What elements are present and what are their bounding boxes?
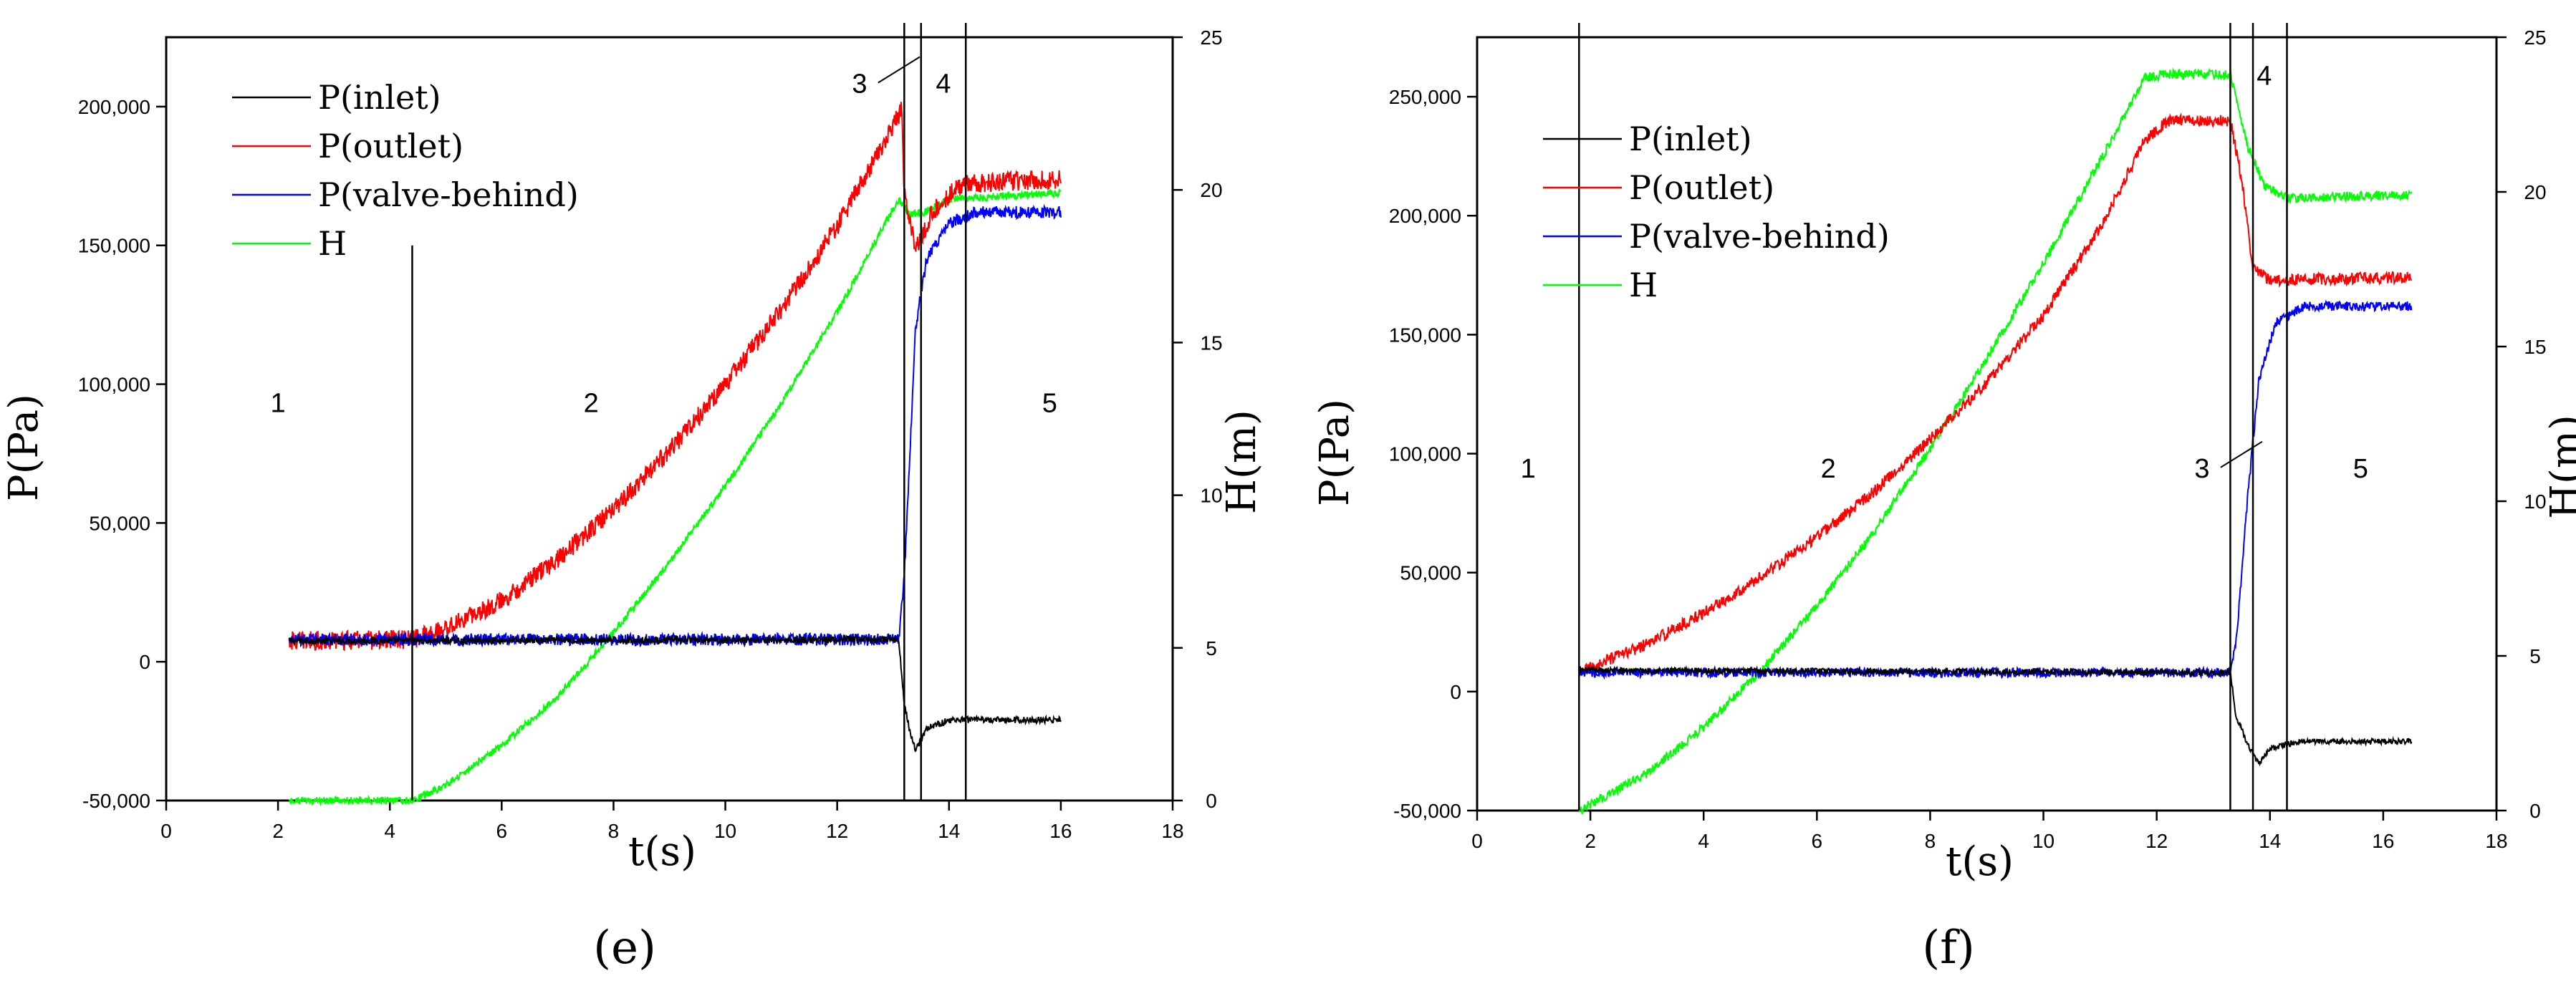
y2-tick-label: 10 xyxy=(2524,490,2546,513)
series-p-inlet xyxy=(1578,664,2413,767)
x-tick-label: 2 xyxy=(1585,830,1596,852)
x-tick-label: 18 xyxy=(1161,820,1183,842)
series-p-outlet xyxy=(288,102,1062,652)
y2-axis-label: H(m) xyxy=(1219,410,1265,514)
legend-label: P(valve-behind) xyxy=(318,175,579,214)
series-p-valve-behind xyxy=(1578,299,2413,680)
plot-frame xyxy=(1476,36,2498,812)
x-tick-label: 6 xyxy=(1812,830,1823,852)
y2-tick-label: 0 xyxy=(1206,790,1217,812)
series-p-outlet xyxy=(1578,112,2413,676)
chart-f: 0 2 4 6 8 10 12 14 16 18-50,000050,000100,000150,… xyxy=(1312,23,2576,975)
y-tick-label: 200,000 xyxy=(1389,205,1461,227)
y-tick-label: 150,000 xyxy=(1389,324,1461,346)
phase-label: 4 xyxy=(2257,61,2272,91)
legend-label: P(outlet) xyxy=(318,127,463,165)
x-tick-label: 0 xyxy=(160,820,172,842)
phase-3-pointer xyxy=(878,56,921,84)
y2-tick-label: 15 xyxy=(2524,336,2546,358)
y2-axis-label: H(m) xyxy=(2542,415,2576,519)
y-tick-label: 100,000 xyxy=(1389,443,1461,465)
phase-label: 2 xyxy=(584,388,599,418)
legend-label: P(inlet) xyxy=(1629,120,1752,158)
phase-label: 3 xyxy=(852,69,867,100)
x-tick-label: 12 xyxy=(826,820,848,842)
y-tick-label: -50,000 xyxy=(82,790,150,812)
y2-tick-label: 20 xyxy=(1200,179,1222,201)
legend-label: P(inlet) xyxy=(318,78,441,117)
series-h xyxy=(288,188,1062,807)
phase-label: 2 xyxy=(1821,454,1836,484)
y2-tick-label: 0 xyxy=(2529,800,2541,822)
x-tick-label: 16 xyxy=(1049,820,1072,842)
y-tick-label: 0 xyxy=(139,651,150,673)
x-tick-label: 14 xyxy=(938,820,960,842)
y2-tick-label: 20 xyxy=(2524,181,2546,203)
y-axis-label: P(Pa) xyxy=(1,394,47,501)
x-tick-label: 10 xyxy=(2032,830,2054,852)
y2-tick-label: 25 xyxy=(1200,26,1222,49)
y-axis-label: P(Pa) xyxy=(1312,399,1358,506)
x-tick-label: 10 xyxy=(714,820,736,842)
x-axis-label: t(s) xyxy=(1946,838,2014,885)
x-tick-label: 16 xyxy=(2372,830,2394,852)
x-tick-label: 8 xyxy=(1925,830,1936,852)
phase-3-pointer xyxy=(2220,440,2263,468)
chart-caption: (f) xyxy=(1922,922,1975,975)
y-tick-label: -50,000 xyxy=(1393,800,1461,822)
x-tick-label: 12 xyxy=(2145,830,2168,852)
x-tick-label: 6 xyxy=(496,820,508,842)
x-tick-label: 8 xyxy=(608,820,620,842)
series-p-valve-behind xyxy=(288,203,1062,648)
series-p-inlet xyxy=(288,633,1062,753)
phase-label: 5 xyxy=(2353,454,2368,484)
y-tick-label: 200,000 xyxy=(78,96,150,118)
x-tick-label: 4 xyxy=(384,820,395,842)
chart-e: 0 2 4 6 8 10 12 14 16 18-50,000050,000100,000150,… xyxy=(1,23,1265,975)
phase-label: 1 xyxy=(271,388,286,418)
y2-tick-label: 5 xyxy=(2529,645,2541,667)
legend-label: H xyxy=(1629,266,1658,304)
series-h xyxy=(1578,67,2413,815)
chart-caption: (e) xyxy=(593,922,656,975)
x-tick-label: 0 xyxy=(1471,830,1483,852)
x-tick-label: 4 xyxy=(1698,830,1709,852)
plot-frame xyxy=(165,36,1174,802)
y2-tick-label: 10 xyxy=(1200,485,1222,507)
y-tick-label: 250,000 xyxy=(1389,86,1461,108)
x-tick-label: 18 xyxy=(2485,830,2507,852)
y-tick-label: 50,000 xyxy=(89,512,150,534)
y-tick-label: 150,000 xyxy=(78,235,150,257)
phase-label: 4 xyxy=(936,69,951,100)
legend-label: P(outlet) xyxy=(1629,168,1774,207)
legend-label: P(valve-behind) xyxy=(1629,217,1890,256)
phase-label: 3 xyxy=(2194,454,2209,484)
y-tick-label: 50,000 xyxy=(1400,562,1461,584)
x-tick-label: 14 xyxy=(2259,830,2281,852)
phase-label: 5 xyxy=(1042,388,1057,418)
y2-tick-label: 25 xyxy=(2524,26,2546,49)
phase-label: 1 xyxy=(1521,454,1536,484)
y-tick-label: 0 xyxy=(1450,681,1461,703)
legend-label: H xyxy=(318,224,347,263)
y2-tick-label: 15 xyxy=(1200,332,1222,354)
x-axis-label: t(s) xyxy=(628,828,696,875)
y2-tick-label: 5 xyxy=(1206,637,1217,659)
x-tick-label: 2 xyxy=(272,820,284,842)
y-tick-label: 100,000 xyxy=(78,374,150,396)
